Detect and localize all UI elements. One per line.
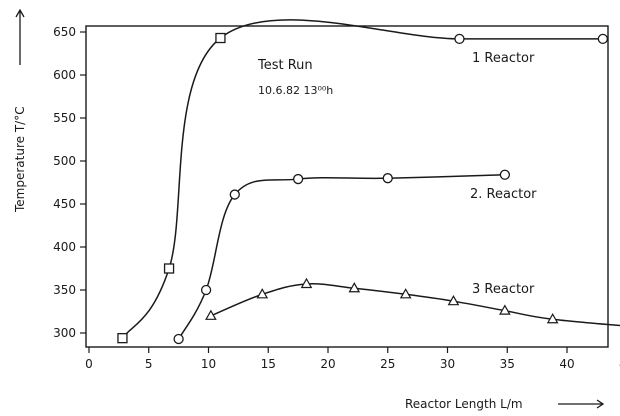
- plot-frame: [85, 25, 609, 348]
- series-label: 2. Reactor: [470, 187, 537, 202]
- triangle-marker: [256, 288, 269, 299]
- y-axis-ticks: 300 350 400 450 500 550 600 650: [53, 25, 86, 340]
- annotation-test-run: Test Run: [257, 58, 313, 73]
- square-marker: [215, 32, 226, 44]
- x-axis-label: Reactor Length L/m: [405, 397, 523, 411]
- square-marker: [117, 333, 128, 344]
- triangle-marker: [205, 309, 217, 320]
- triangle-marker: [399, 288, 412, 299]
- y-tick-label: 550: [53, 111, 76, 125]
- circle-marker: [597, 33, 608, 45]
- x-tick-label: 35: [500, 357, 515, 371]
- y-tick-label: 500: [53, 154, 76, 168]
- circle-marker: [292, 173, 304, 185]
- y-axis-arrow-icon: [15, 8, 25, 65]
- triangle-marker: [447, 294, 460, 306]
- circle-marker: [382, 173, 393, 184]
- series-label: 1 Reactor: [472, 51, 535, 66]
- x-tick-label: 0: [85, 357, 93, 371]
- x-axis-ticks: 051015202530354045: [85, 347, 620, 371]
- triangle-marker: [546, 313, 559, 324]
- y-axis-label: Temperature T/°C: [13, 106, 27, 213]
- triangle-marker: [348, 282, 361, 293]
- triangle-marker: [499, 304, 511, 315]
- y-tick-label: 600: [53, 68, 76, 82]
- x-tick-label: 40: [559, 357, 574, 371]
- series-line: [177, 174, 505, 340]
- x-tick-label: 30: [440, 357, 455, 371]
- y-tick-label: 650: [53, 25, 76, 39]
- x-tick-label: 10: [201, 357, 216, 371]
- x-axis-arrow-icon: [558, 399, 605, 409]
- y-tick-label: 300: [53, 326, 76, 340]
- series-label: 3 Reactor: [472, 282, 535, 297]
- circle-marker: [454, 33, 465, 45]
- series-markers: [117, 32, 608, 345]
- circle-marker: [173, 333, 184, 345]
- series-labels: 1 Reactor 2. Reactor 3 Reactor: [470, 51, 537, 297]
- series-lines: [121, 19, 620, 340]
- x-tick-label: 5: [145, 357, 153, 371]
- triangle-marker: [300, 277, 313, 289]
- y-tick-label: 400: [53, 240, 76, 254]
- circle-marker: [229, 189, 240, 200]
- x-tick-label: 20: [320, 357, 335, 371]
- plot-axes: [85, 25, 609, 348]
- x-tick-label: 15: [261, 357, 276, 371]
- annotation-date-time: 10.6.82 13⁰⁰h: [258, 84, 333, 97]
- y-tick-label: 350: [53, 283, 76, 297]
- x-tick-label: 25: [380, 357, 395, 371]
- y-tick-label: 450: [53, 197, 76, 211]
- square-marker: [163, 263, 175, 274]
- series-line: [210, 283, 620, 327]
- circle-marker: [499, 169, 511, 180]
- circle-marker: [200, 284, 212, 296]
